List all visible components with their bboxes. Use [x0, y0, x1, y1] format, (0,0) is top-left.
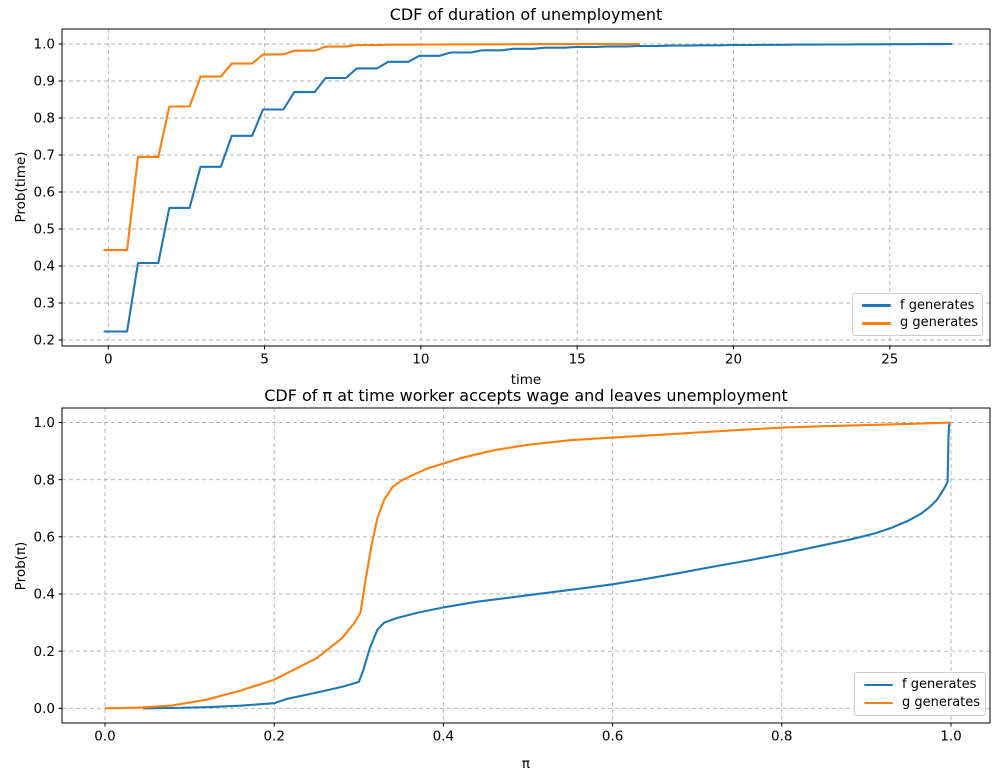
legend-line-sample-g: [864, 701, 893, 705]
top-curve-g-generates: [103, 42, 640, 252]
top-x-tick-label: 20: [725, 352, 742, 368]
bottom-x-tick-label: 0.4: [433, 729, 454, 745]
top-y-tick-label: 0.7: [34, 148, 55, 164]
top-y-tick-label: 0.2: [34, 333, 55, 349]
top-x-tick-label: 5: [260, 352, 269, 368]
bottom-curve-g-generates: [104, 421, 952, 710]
top-axes-frame: [61, 28, 991, 347]
top-x-tick-label: 25: [881, 352, 898, 368]
top-x-tick-label: 15: [569, 352, 586, 368]
top-legend-entry-g: g generates: [862, 315, 978, 331]
top-legend-entry-f: f generates: [862, 297, 975, 314]
top-y-tick-label: 0.6: [34, 185, 55, 201]
top-legend: f generates g generates: [852, 293, 983, 336]
top-xaxis-label: time: [510, 372, 542, 388]
bottom-curve-f-generates: [143, 421, 951, 710]
legend-label-f: f generates: [900, 297, 975, 313]
top-y-tick-label: 0.9: [34, 74, 55, 90]
top-y-tick-label: 0.3: [34, 296, 55, 312]
top-yaxis-label: Prob(time): [13, 151, 29, 223]
bottom-yaxis-label: Prob(π): [13, 541, 29, 591]
top-curve-f-generates: [103, 42, 953, 333]
top-y-tick-label: 0.8: [34, 111, 55, 127]
bottom-legend: f generates g generates: [854, 672, 986, 716]
bottom-y-tick-label: 0.2: [34, 644, 55, 660]
bottom-legend-entry-f: f generates: [864, 677, 976, 693]
legend-line-sample-f: [862, 304, 891, 308]
bottom-chart-title: CDF of π at time worker accepts wage and…: [264, 386, 788, 405]
bottom-x-tick-label: 0.2: [263, 729, 284, 745]
top-x-tick-label: 10: [412, 352, 429, 368]
bottom-legend-entry-g: g generates: [864, 695, 980, 711]
bottom-x-tick-label: 1.0: [940, 729, 961, 745]
bottom-axes-frame: [61, 407, 991, 724]
top-y-tick-label: 1.0: [34, 37, 55, 53]
legend-line-sample-f: [864, 683, 893, 687]
legend-label-g: g generates: [900, 315, 979, 331]
bottom-x-tick-label: 0.6: [602, 729, 623, 745]
bottom-x-tick-label: 0.0: [94, 729, 115, 745]
bottom-y-tick-label: 0.0: [34, 701, 55, 717]
top-y-tick-label: 0.4: [34, 259, 55, 275]
top-x-tick-label: 0: [104, 352, 113, 368]
bottom-y-tick-label: 0.6: [34, 530, 55, 546]
bottom-x-tick-label: 0.8: [771, 729, 792, 745]
top-chart-title: CDF of duration of unemployment: [389, 5, 663, 24]
bottom-y-tick-label: 0.4: [34, 587, 55, 603]
legend-line-sample-g: [862, 321, 891, 325]
top-y-tick-label: 0.5: [34, 222, 55, 238]
bottom-y-tick-label: 0.8: [34, 472, 55, 488]
legend-label-f: f generates: [902, 677, 977, 693]
legend-label-g: g generates: [902, 695, 981, 711]
bottom-y-tick-label: 1.0: [34, 415, 55, 431]
bottom-xaxis-label: π: [521, 756, 531, 772]
